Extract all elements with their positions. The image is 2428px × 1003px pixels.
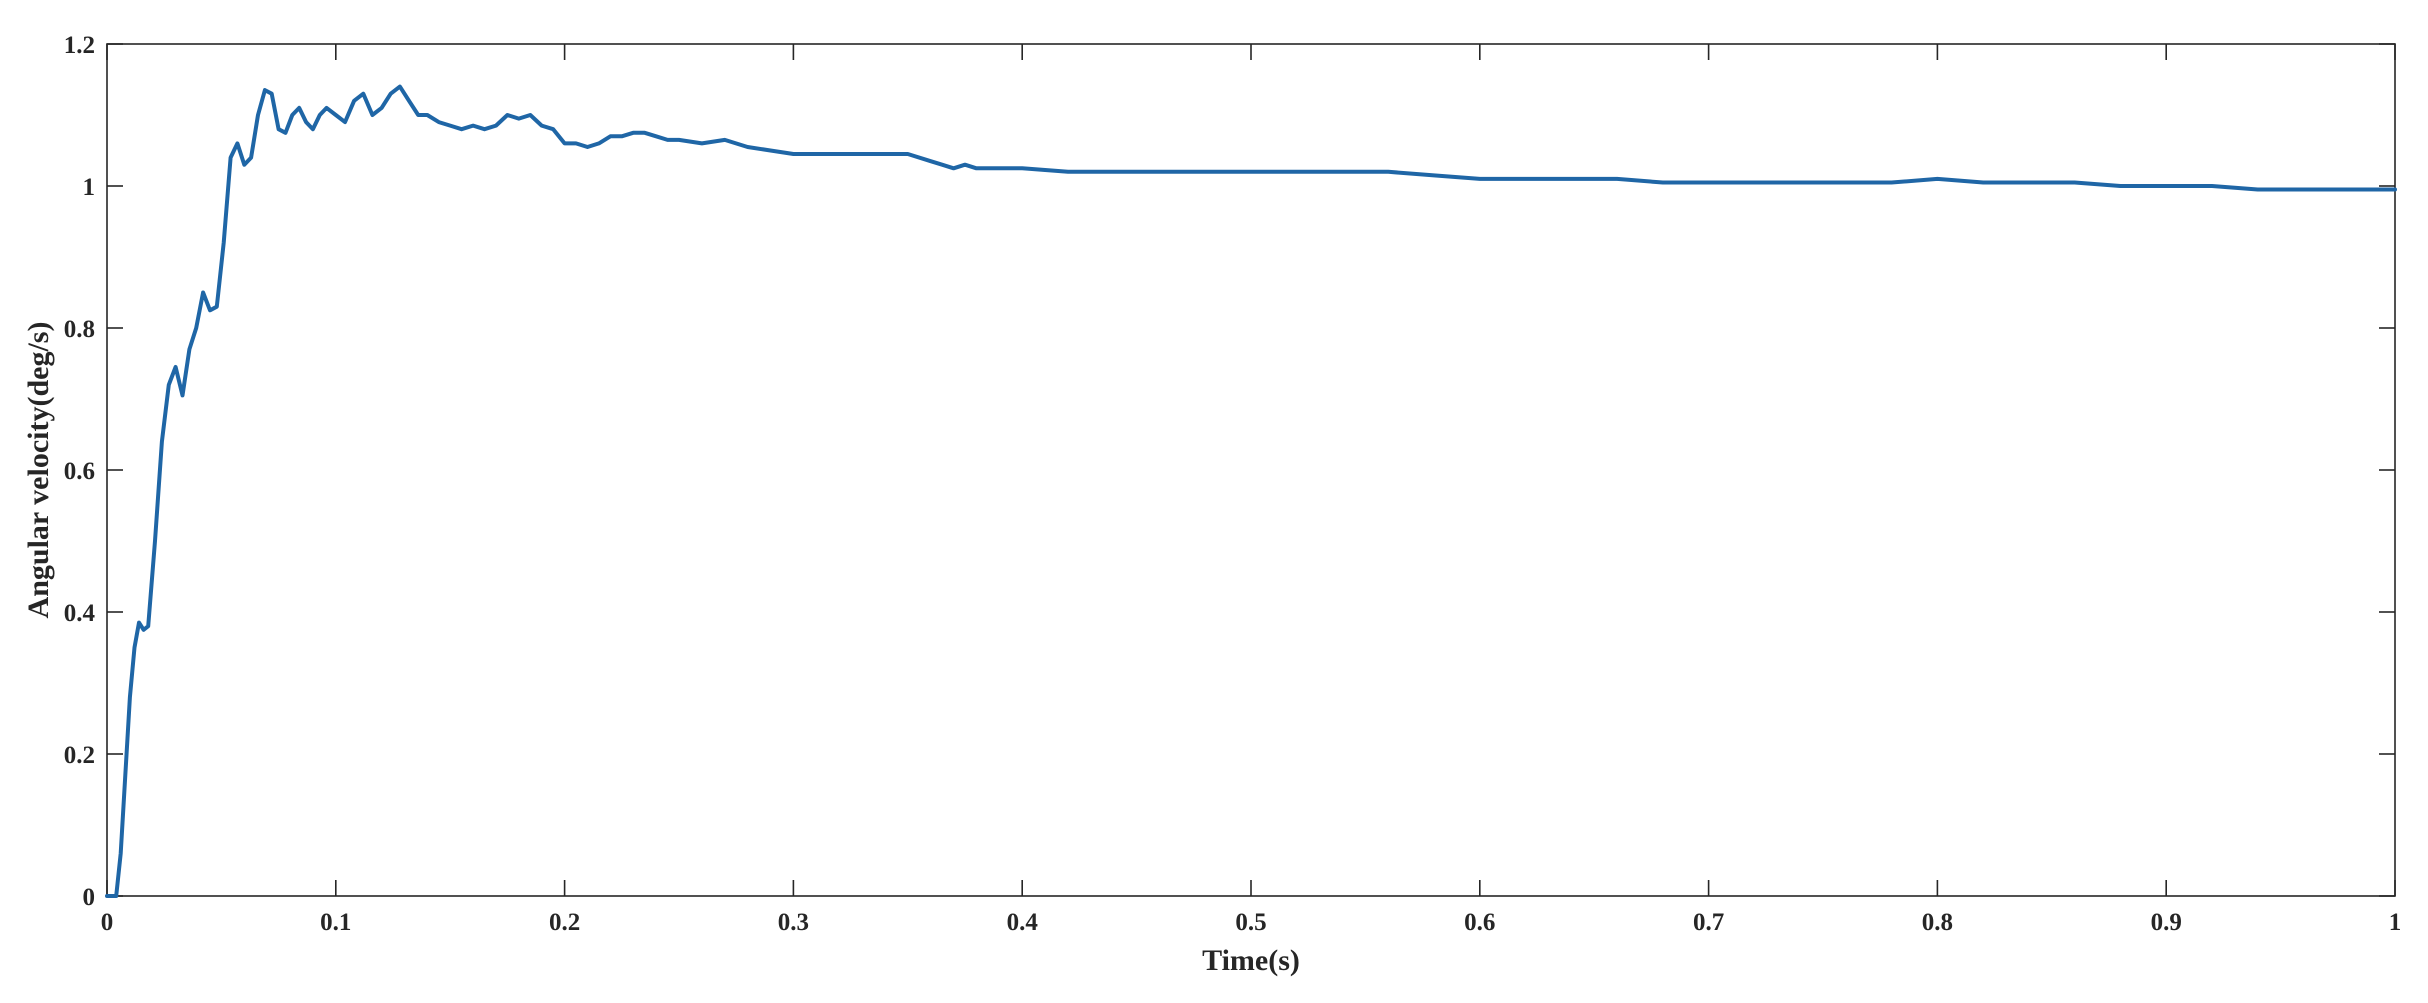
x-axis-ticks: 0 0.1 0.2 0.3 0.4 0.5 0.6 0.7 0.8 0.9 1 [101, 44, 2402, 936]
x-tick-label: 0.4 [1007, 909, 1039, 936]
y-tick-label: 0.2 [64, 742, 95, 769]
x-tick-label: 0.8 [1922, 909, 1953, 936]
x-tick-label: 0.6 [1464, 909, 1495, 936]
y-tick-label: 0 [83, 884, 96, 911]
x-tick-label: 0 [101, 909, 114, 936]
y-tick-label: 0.6 [64, 458, 95, 485]
series-line-0 [105, 84, 2397, 898]
x-tick-label: 0.5 [1235, 909, 1266, 936]
y-tick-label: 1.2 [64, 32, 95, 59]
y-tick-label: 0.8 [64, 316, 95, 343]
y-tick-label: 0.4 [64, 600, 96, 627]
x-tick-label: 0.3 [778, 909, 809, 936]
y-axis-label: Angular velocity(deg/s) [22, 322, 55, 619]
x-tick-label: 0.7 [1693, 909, 1724, 936]
x-tick-label: 0.2 [549, 909, 580, 936]
series-layer [105, 84, 2397, 898]
x-axis-label: Time(s) [1202, 944, 1300, 977]
y-tick-label: 1 [83, 174, 96, 201]
x-tick-label: 0.1 [320, 909, 351, 936]
x-tick-label: 0.9 [2151, 909, 2182, 936]
x-tick-label: 1 [2389, 909, 2402, 936]
y-axis-ticks: 0 0.2 0.4 0.6 0.8 1 1.2 [64, 32, 2395, 911]
